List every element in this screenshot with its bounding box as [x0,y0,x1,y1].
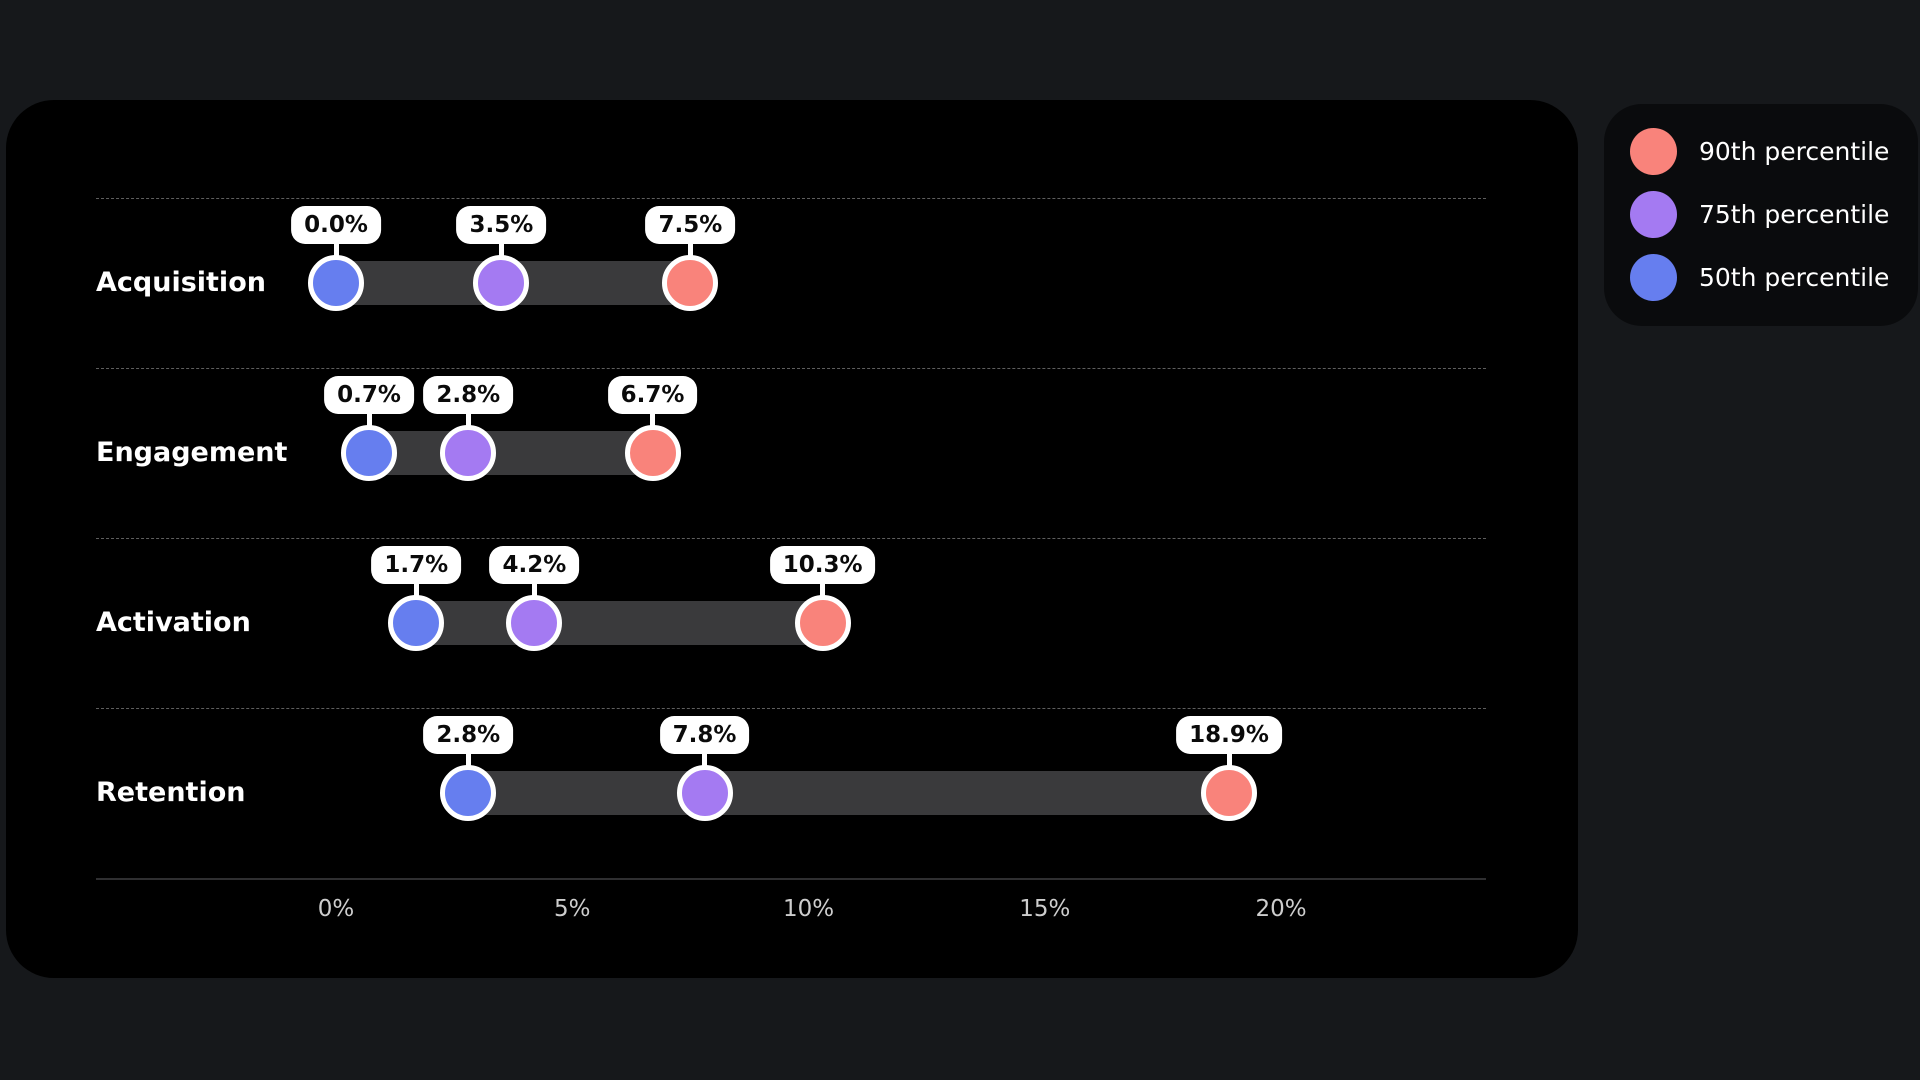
legend-card: 90th percentile 75th percentile 50th per… [1604,104,1918,326]
legend-item-50th-percentile[interactable]: 50th percentile [1630,254,1918,301]
value-pill-50th-retention: 2.8% [423,716,514,754]
pill-connector [366,407,372,431]
percentile-dot-90th-engagement[interactable] [624,425,681,481]
value-pill-50th-engagement: 0.7% [324,376,414,414]
legend-swatch-75th-circle-icon [1630,191,1677,238]
percentile-dot-50th-engagement[interactable] [341,425,398,481]
pill-connector [333,237,339,261]
legend-item-label: 75th percentile [1699,200,1890,229]
value-pill-90th-retention: 18.9% [1176,716,1282,754]
category-label-activation: Activation [96,607,251,638]
x-axis-baseline [96,878,1486,880]
percentile-dot-75th-retention[interactable] [676,765,733,821]
percentile-dot-75th-activation[interactable] [506,595,563,651]
pill-connector [687,237,693,261]
percentile-dot-50th-activation[interactable] [388,595,445,651]
value-pill-50th-activation: 1.7% [371,546,462,584]
pill-connector [465,747,471,771]
pill-connector [413,577,419,601]
legend-item-label: 50th percentile [1699,263,1890,292]
percentile-dot-90th-activation[interactable] [794,595,851,651]
value-pill-90th-engagement: 6.7% [607,376,698,414]
percentile-dot-90th-acquisition[interactable] [662,255,719,311]
pill-connector [1226,747,1232,771]
x-axis-tick-label: 20% [1255,896,1307,922]
x-axis-tick-label: 10% [782,896,835,922]
legend-item-75th-percentile[interactable]: 75th percentile [1630,191,1918,238]
row-separator [96,198,1486,199]
value-pill-90th-acquisition: 7.5% [645,206,736,244]
x-axis-tick-label: 5% [554,896,591,922]
legend-swatch-50th-circle-icon [1630,254,1677,301]
value-pill-90th-activation: 10.3% [769,546,876,584]
percentile-dot-50th-retention[interactable] [440,765,497,821]
range-bar-activation [416,601,823,645]
percentile-dot-90th-retention[interactable] [1201,765,1258,821]
row-separator [96,538,1486,539]
pill-connector [498,237,504,261]
category-label-acquisition: Acquisition [96,267,266,298]
legend-item-90th-percentile[interactable]: 90th percentile [1630,128,1918,175]
range-bar-retention [468,771,1230,815]
pill-connector [650,407,656,431]
value-pill-75th-engagement: 2.8% [423,376,514,414]
row-separator [96,368,1486,369]
range-bar-engagement [369,431,653,475]
x-axis-tick-label: 15% [1019,896,1071,922]
value-pill-75th-acquisition: 3.5% [456,206,547,244]
percentile-dot-75th-engagement[interactable] [440,425,497,481]
category-label-retention: Retention [96,777,246,808]
pill-connector [465,407,471,431]
plot-area: Acquisition 0.0% 3.5% 7.5% Engagement 0.7% 2.8… [6,100,1578,978]
x-axis-tick-label: 0% [317,896,355,922]
category-label-engagement: Engagement [96,437,288,468]
percentile-dot-50th-acquisition[interactable] [308,255,364,311]
legend-item-label: 90th percentile [1699,137,1890,166]
row-separator [96,708,1486,709]
pill-connector [531,577,537,601]
pill-connector [820,577,826,601]
pill-connector [702,747,708,771]
chart-card: Acquisition 0.0% 3.5% 7.5% Engagement 0.7% 2.8… [6,100,1578,978]
value-pill-75th-activation: 4.2% [489,546,580,584]
percentile-dot-75th-acquisition[interactable] [473,255,530,311]
legend-swatch-90th-circle-icon [1630,128,1677,175]
value-pill-75th-retention: 7.8% [659,716,750,754]
value-pill-50th-acquisition: 0.0% [291,206,381,244]
